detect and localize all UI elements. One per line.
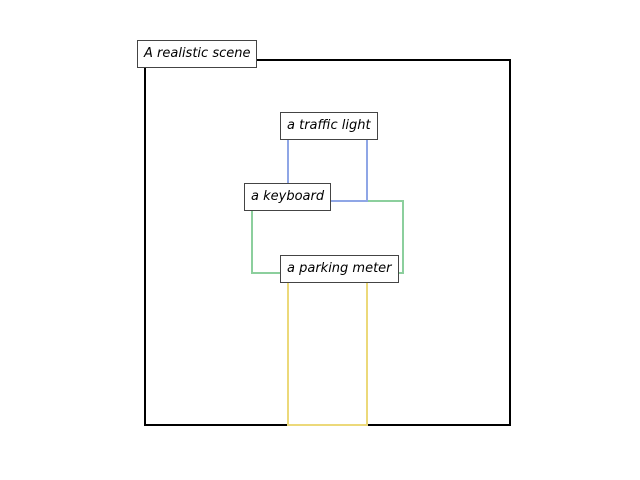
traffic-light-label: a traffic light	[280, 112, 378, 140]
keyboard-label: a keyboard	[244, 183, 332, 211]
parking-meter-box	[287, 268, 368, 426]
scene-label: A realistic scene	[137, 40, 258, 68]
parking-meter-label: a parking meter	[280, 255, 399, 283]
